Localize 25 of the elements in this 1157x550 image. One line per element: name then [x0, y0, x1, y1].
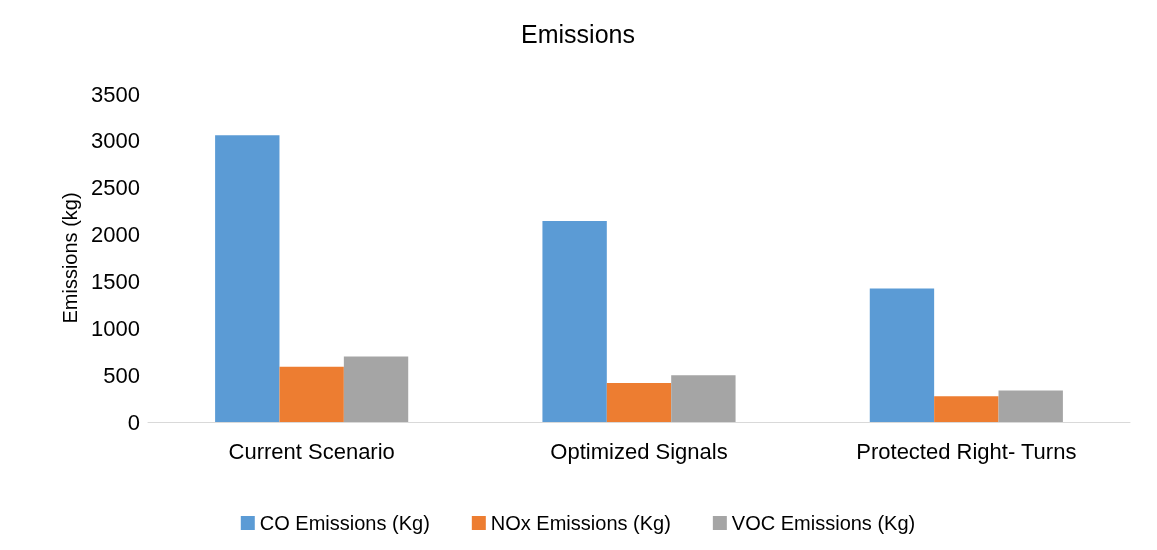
bar — [215, 135, 280, 422]
x-tick-label: Optimized Signals — [550, 438, 728, 464]
y-tick-label: 1000 — [91, 315, 140, 341]
y-axis-title: Emissions (kg) — [59, 192, 82, 324]
bar — [998, 390, 1063, 422]
bar — [671, 375, 736, 422]
bar — [869, 288, 935, 422]
y-tick-label: 0 — [127, 409, 140, 435]
x-tick-label: Current Scenario — [228, 438, 395, 464]
y-tick-label: 3500 — [91, 81, 140, 107]
bar — [606, 383, 672, 422]
chart-title: Emissions — [521, 19, 635, 48]
bar — [542, 220, 607, 422]
y-tick-label: 2500 — [91, 175, 140, 201]
y-tick-label: 1500 — [91, 268, 140, 294]
legend-label: NOx Emissions (Kg) — [490, 512, 671, 534]
legend-label: VOC Emissions (Kg) — [731, 512, 916, 534]
y-tick-label: 500 — [103, 362, 140, 388]
bar — [279, 366, 344, 422]
legend-label: CO Emissions (Kg) — [259, 512, 430, 534]
y-tick-label: 3000 — [91, 128, 140, 154]
y-tick-label: 2000 — [91, 222, 140, 248]
bar — [343, 356, 409, 422]
bar — [934, 396, 999, 422]
x-tick-label: Protected Right- Turns — [856, 438, 1077, 464]
